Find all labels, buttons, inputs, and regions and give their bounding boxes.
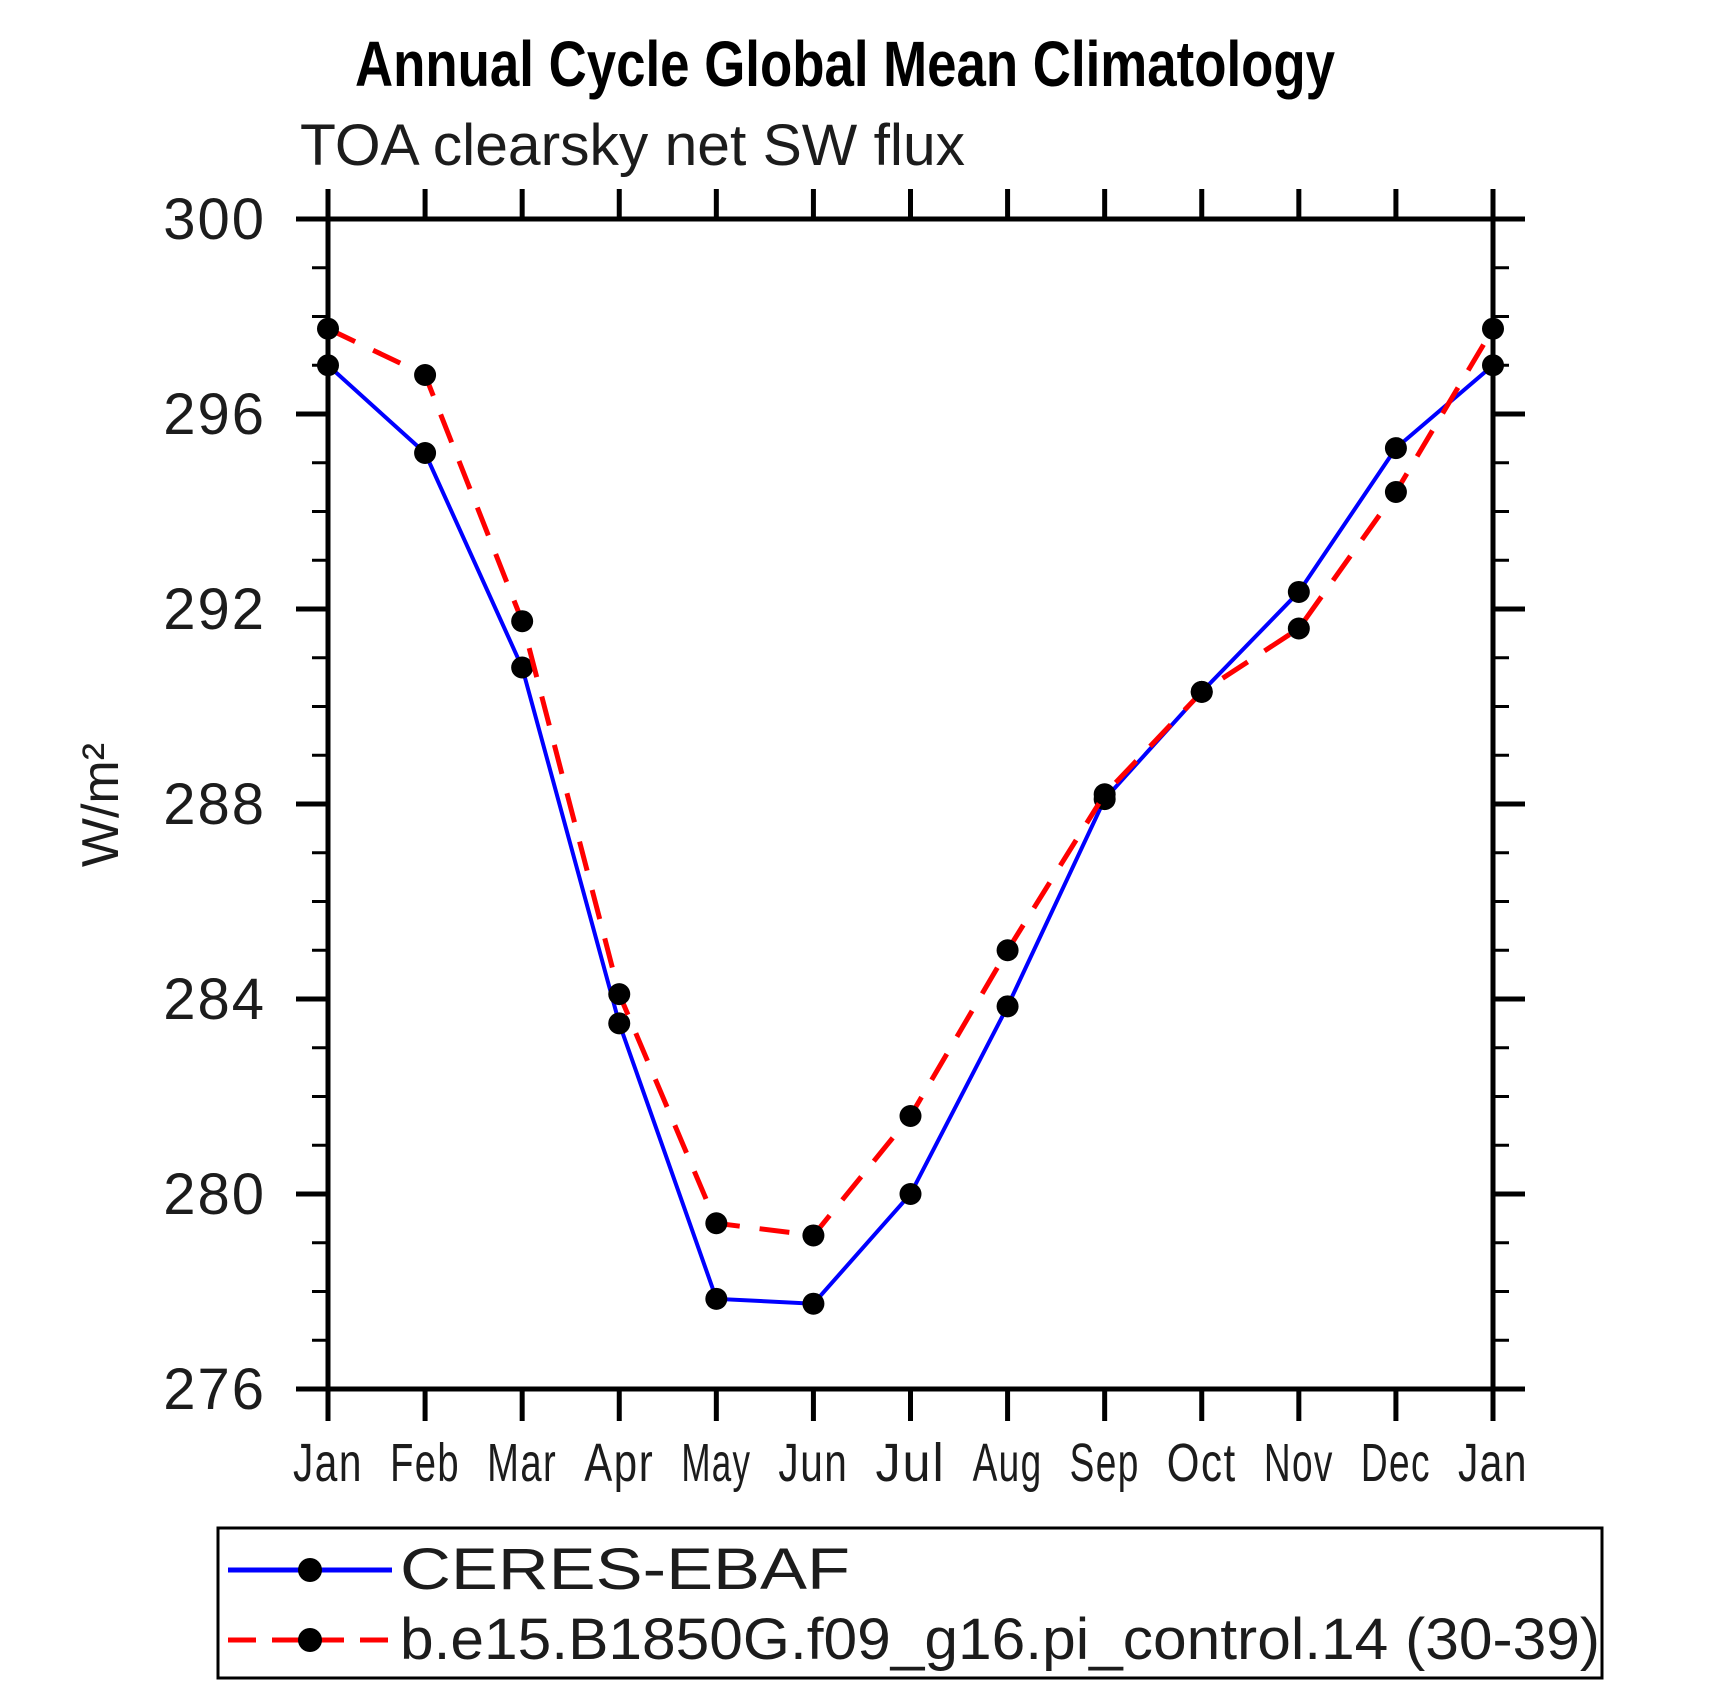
legend-box (216, 1526, 1604, 1680)
data-point-marker (996, 995, 1019, 1018)
x-tick-label: Aug (973, 1433, 1043, 1493)
data-point-marker (996, 939, 1019, 962)
y-tick-label: 276 (163, 1357, 266, 1422)
chart-subtitle: TOA clearsky net SW flux (300, 113, 965, 178)
legend: CERES-EBAF b.e15.B1850G.f09_g16.pi_contr… (216, 1526, 1604, 1680)
data-point-marker (802, 1224, 825, 1247)
series-line-0 (326, 363, 1495, 1306)
x-tick-label: Apr (584, 1433, 654, 1493)
x-tick-label: Nov (1264, 1433, 1334, 1493)
data-point-marker (414, 442, 437, 464)
data-point-marker (899, 1105, 922, 1127)
data-point-marker (414, 364, 437, 386)
x-tick-label: May (681, 1433, 751, 1493)
data-point-marker (802, 1292, 825, 1315)
legend-marker-1 (298, 1628, 322, 1652)
x-tick-label: Dec (1361, 1433, 1431, 1493)
legend-label-1: b.e15.B1850G.f09_g16.pi_control.14 (30-3… (400, 1607, 1600, 1672)
data-point-marker (511, 610, 534, 633)
data-point-marker (1287, 580, 1310, 603)
data-point-marker (608, 983, 631, 1006)
x-tick-label: Oct (1167, 1433, 1237, 1493)
data-point-marker (1287, 617, 1310, 640)
data-point-marker (1190, 680, 1213, 703)
data-point-marker (1384, 481, 1407, 503)
x-tick-label: Mar (487, 1433, 557, 1493)
legend-marker-0 (298, 1558, 322, 1582)
plot-frame (325, 216, 1496, 1392)
data-point-marker (899, 1183, 922, 1205)
y-tick-label: 280 (163, 1162, 266, 1227)
data-point-marker (608, 1012, 631, 1035)
legend-label-0: CERES-EBAF (400, 1537, 850, 1602)
legend-row-0: CERES-EBAF (228, 1537, 850, 1602)
y-axis-label: W/m² (72, 743, 130, 867)
chart-title: Annual Cycle Global Mean Climatology (355, 28, 1335, 100)
data-point-marker (705, 1287, 728, 1310)
y-tick-label: 300 (163, 187, 266, 252)
y-tick-label: 284 (163, 967, 266, 1032)
data-point-marker (511, 656, 534, 679)
plot-series (317, 317, 1504, 1315)
y-tick-label: 292 (163, 577, 266, 642)
x-tick-label: Jan (293, 1433, 363, 1493)
x-tick-label: Jun (778, 1433, 848, 1493)
series-line-1 (326, 326, 1496, 1239)
y-tick-label: 296 (163, 382, 266, 447)
data-point-marker (1093, 783, 1116, 806)
x-tick-label: Jul (876, 1433, 946, 1493)
x-tick-label: Feb (390, 1433, 460, 1493)
plot-axes: 276 280 284 288 292 296 300 Jan Feb Mar Apr May Jun J… (163, 187, 1528, 1493)
y-tick-label: 288 (163, 772, 266, 837)
data-point-marker (705, 1212, 728, 1235)
legend-row-1: b.e15.B1850G.f09_g16.pi_control.14 (30-3… (228, 1607, 1600, 1672)
x-tick-label: Sep (1070, 1433, 1140, 1493)
x-tick-label: Jan (1458, 1433, 1528, 1493)
data-point-marker (1384, 437, 1407, 460)
